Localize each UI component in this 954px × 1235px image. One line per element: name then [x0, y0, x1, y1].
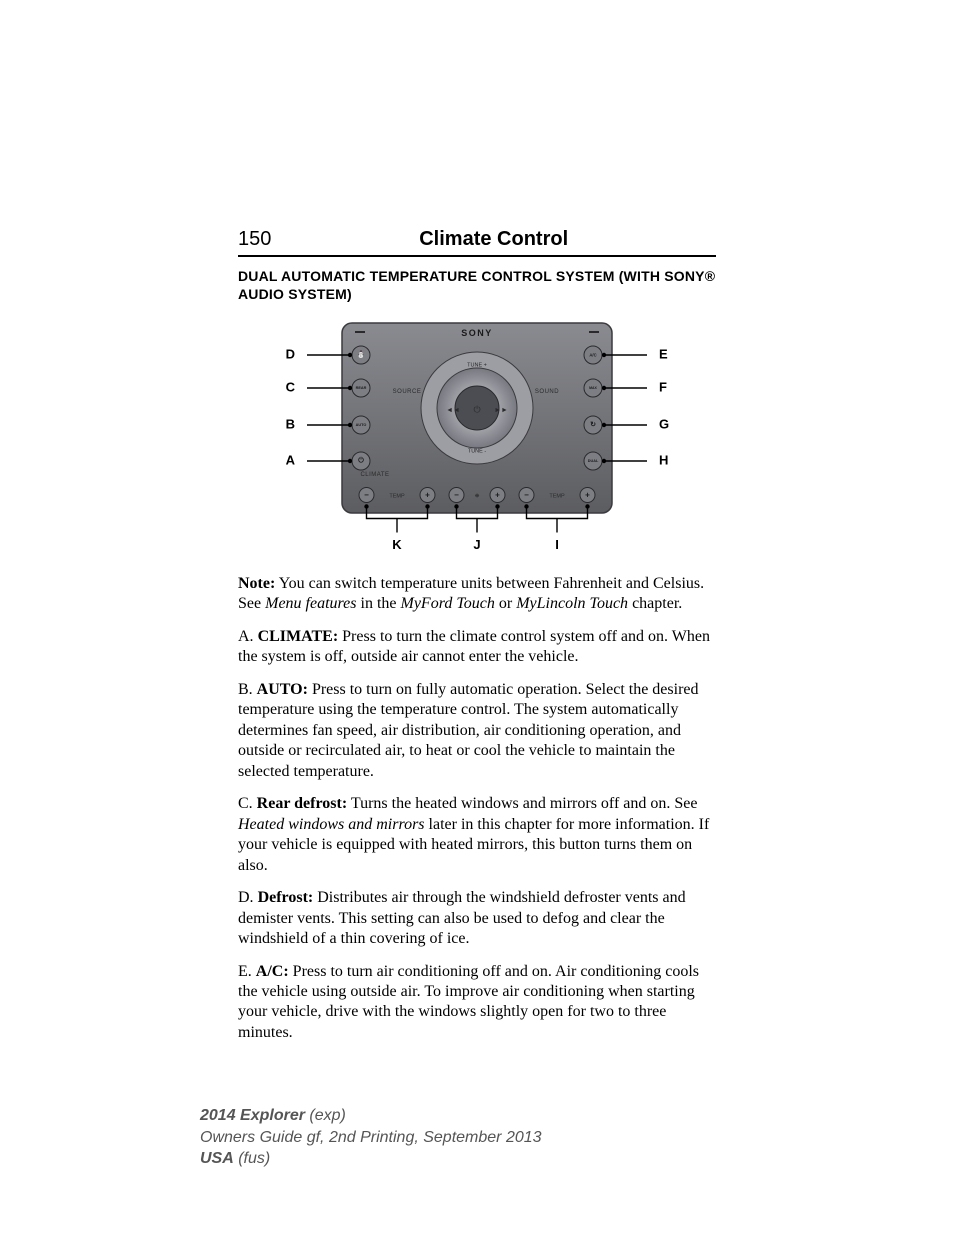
note-text-b: in the: [357, 595, 401, 612]
svg-text:A/C: A/C: [589, 353, 596, 358]
svg-text:SONY: SONY: [461, 328, 493, 338]
item-d-prefix: D.: [238, 889, 258, 906]
svg-text:B: B: [286, 416, 295, 431]
svg-text:TUNE -: TUNE -: [468, 448, 487, 454]
item-d-paragraph: D. Defrost: Distributes air through the …: [238, 888, 716, 949]
item-c-prefix: C.: [238, 795, 257, 812]
svg-text:❋: ❋: [475, 492, 480, 499]
note-ital-b: MyFord Touch: [401, 595, 495, 612]
footer-model: 2014 Explorer: [200, 1107, 305, 1124]
item-c-term: Rear defrost:: [257, 795, 348, 812]
note-ital-a: Menu features: [265, 595, 356, 612]
svg-text:◄◄: ◄◄: [446, 407, 460, 414]
page-footer: 2014 Explorer (exp) Owners Guide gf, 2nd…: [200, 1105, 542, 1170]
item-b-prefix: B.: [238, 681, 257, 698]
footer-region-code: (fus): [234, 1150, 270, 1167]
footer-line-2: Owners Guide gf, 2nd Printing, September…: [200, 1127, 542, 1149]
note-text-d: chapter.: [628, 595, 682, 612]
item-c-paragraph: C. Rear defrost: Turns the heated window…: [238, 794, 716, 876]
svg-text:E: E: [659, 346, 668, 361]
svg-text:D: D: [286, 346, 295, 361]
svg-text:G: G: [659, 416, 669, 431]
svg-text:⏻: ⏻: [473, 404, 480, 414]
manual-page: 150 Climate Control DUAL AUTOMATIC TEMPE…: [0, 0, 954, 1235]
section-heading: DUAL AUTOMATIC TEMPERATURE CONTROL SYSTE…: [238, 268, 716, 303]
svg-text:TUNE +: TUNE +: [467, 362, 487, 368]
svg-text:CLIMATE: CLIMATE: [360, 472, 389, 478]
item-a-paragraph: A. CLIMATE: Press to turn the climate co…: [238, 627, 716, 668]
item-c-text-a: Turns the heated windows and mirrors off…: [347, 795, 697, 812]
svg-text:SOUND: SOUND: [535, 389, 559, 395]
svg-text:TEMP: TEMP: [389, 493, 405, 499]
svg-text:−: −: [364, 491, 369, 500]
svg-text:+: +: [495, 491, 500, 500]
footer-line-1: 2014 Explorer (exp): [200, 1105, 542, 1127]
svg-text:C: C: [286, 379, 296, 394]
svg-text:H: H: [659, 452, 668, 467]
svg-text:⛄: ⛄: [357, 350, 366, 359]
item-c-ital: Heated windows and mirrors: [238, 816, 425, 833]
svg-text:J: J: [473, 537, 480, 552]
item-b-text: Press to turn on fully automatic operati…: [238, 681, 699, 780]
item-d-term: Defrost:: [258, 889, 314, 906]
body-column: DUAL AUTOMATIC TEMPERATURE CONTROL SYSTE…: [238, 268, 716, 1055]
svg-text:REAR: REAR: [356, 386, 367, 390]
svg-text:A: A: [286, 452, 296, 467]
climate-panel-svg: SONY TUNE + TUNE - ◄◄ ►► ⏻ SOURCE SOUND CLIMATE ⛄…: [257, 313, 697, 558]
svg-text:+: +: [425, 491, 430, 500]
svg-text:K: K: [392, 537, 402, 552]
item-b-term: AUTO:: [257, 681, 308, 698]
svg-text:TEMP: TEMP: [549, 493, 565, 499]
svg-text:+: +: [585, 491, 590, 500]
note-paragraph: Note: You can switch temperature units b…: [238, 574, 716, 615]
item-e-term: A/C:: [256, 963, 289, 980]
svg-text:MAX: MAX: [589, 386, 597, 390]
footer-line-3: USA (fus): [200, 1148, 542, 1170]
item-a-term: CLIMATE:: [258, 628, 339, 645]
svg-text:►►: ►►: [494, 407, 508, 414]
svg-text:↻: ↻: [590, 422, 596, 429]
note-ital-c: MyLincoln Touch: [516, 595, 628, 612]
svg-text:AUTO: AUTO: [356, 423, 367, 427]
footer-model-code: (exp): [305, 1107, 346, 1124]
svg-text:−: −: [454, 491, 459, 500]
svg-text:SOURCE: SOURCE: [393, 389, 422, 395]
svg-text:I: I: [555, 537, 559, 552]
svg-text:⏻: ⏻: [358, 457, 364, 465]
page-number: 150: [238, 228, 271, 251]
note-lead: Note:: [238, 575, 275, 592]
page-header: 150 Climate Control: [238, 228, 716, 257]
chapter-title: Climate Control: [271, 228, 716, 251]
climate-panel-diagram: SONY TUNE + TUNE - ◄◄ ►► ⏻ SOURCE SOUND CLIMATE ⛄…: [257, 313, 697, 558]
item-e-prefix: E.: [238, 963, 256, 980]
item-e-text: Press to turn air conditioning off and o…: [238, 963, 699, 1041]
svg-text:DUAL: DUAL: [588, 459, 599, 463]
footer-region: USA: [200, 1150, 234, 1167]
svg-text:F: F: [659, 379, 667, 394]
note-text-c: or: [495, 595, 516, 612]
item-a-prefix: A.: [238, 628, 258, 645]
item-b-paragraph: B. AUTO: Press to turn on fully automati…: [238, 680, 716, 782]
svg-text:−: −: [524, 491, 529, 500]
item-e-paragraph: E. A/C: Press to turn air conditioning o…: [238, 962, 716, 1044]
